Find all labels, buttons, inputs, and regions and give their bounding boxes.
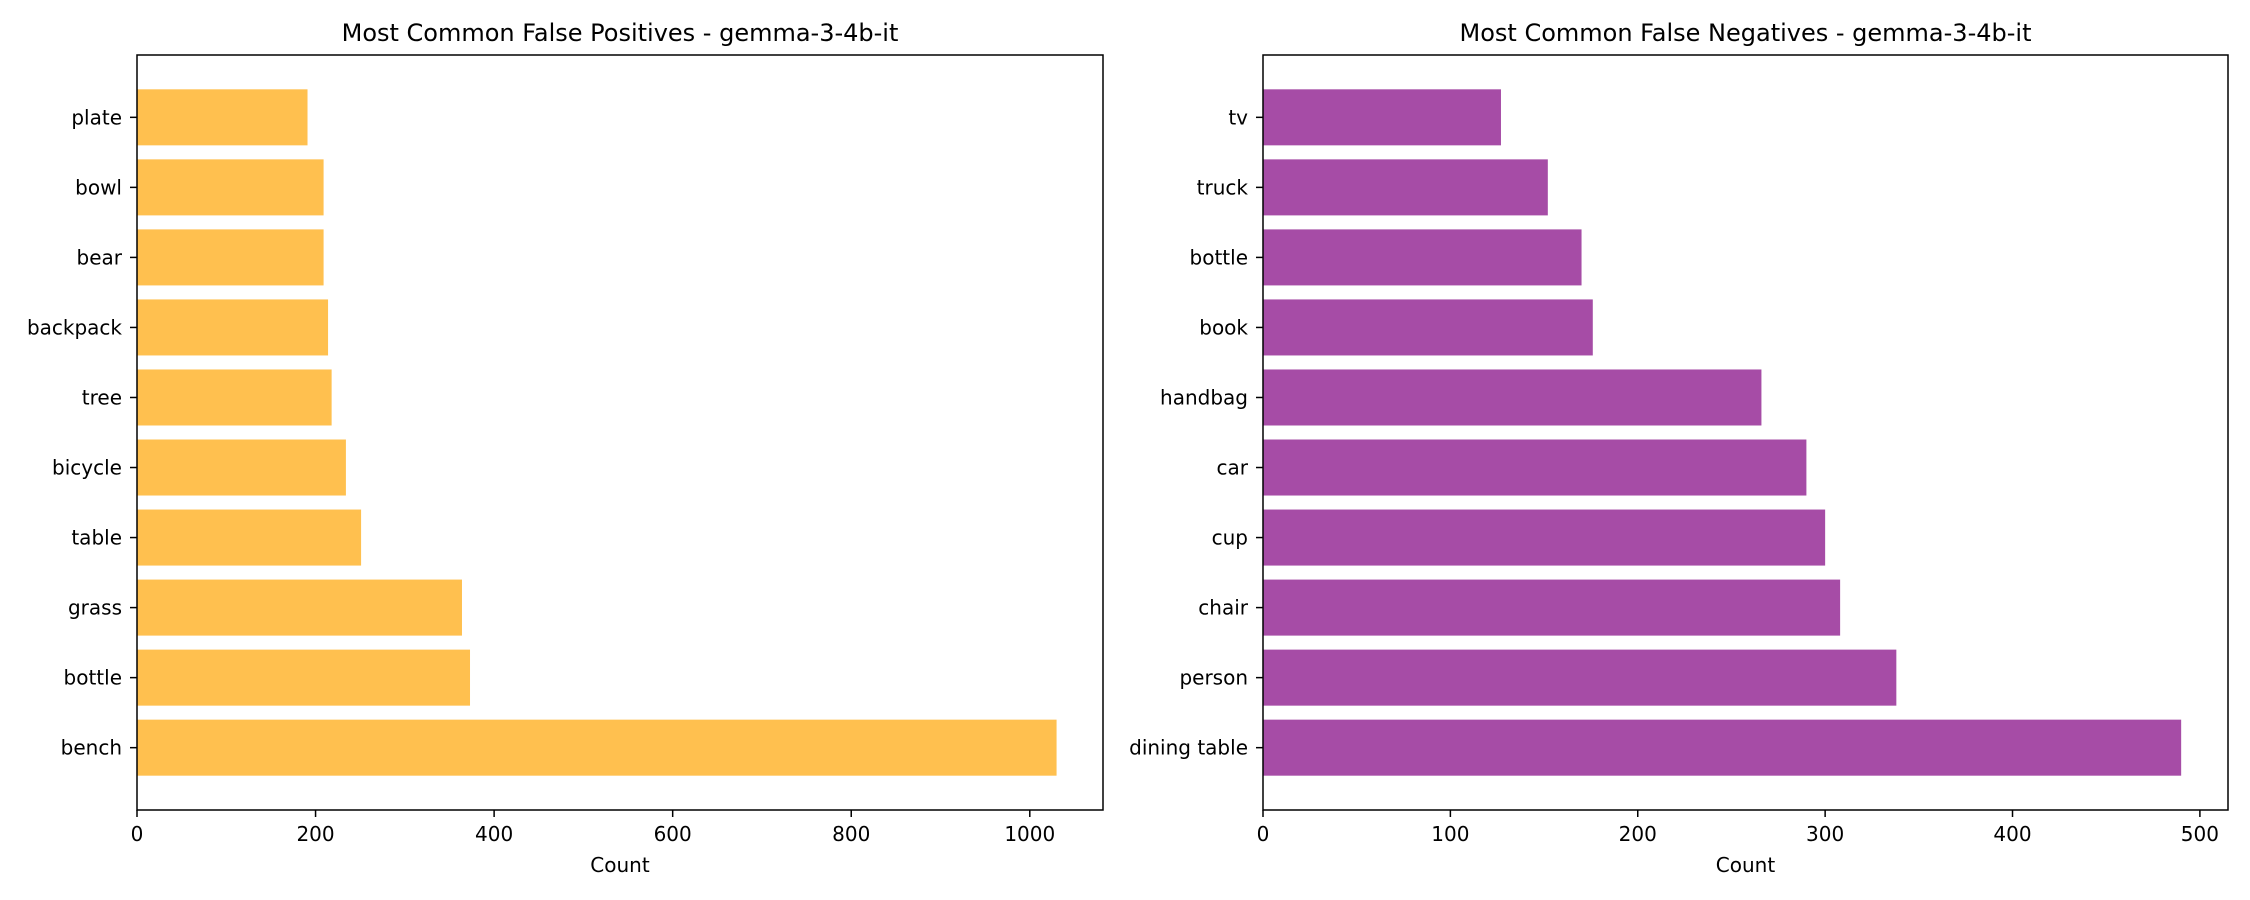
false-positives-ytick-label-bear: bear — [77, 245, 123, 269]
false-positives-ytick-label-bowl: bowl — [75, 175, 122, 199]
false-negatives-xtick-label-100: 100 — [1431, 822, 1469, 846]
false-positives-ytick-label-grass: grass — [68, 596, 122, 620]
false-positives-xtick-label-800: 800 — [832, 822, 870, 846]
false-negatives-bar-chair — [1263, 579, 1841, 636]
false-negatives-xaxis-label: Count — [1716, 853, 1776, 877]
false-negatives-xtick-label-200: 200 — [1619, 822, 1657, 846]
false-positives-chart: bench bottle grass table bicycle tree backpack… — [27, 19, 1104, 877]
false-negatives-xtick-label-300: 300 — [1806, 822, 1844, 846]
false-negatives-xtick-label-400: 400 — [1993, 822, 2031, 846]
false-negatives-title: Most Common False Negatives - gemma-3-4b… — [1460, 19, 2032, 47]
false-negatives-xtick-label-0: 0 — [1257, 822, 1270, 846]
false-negatives-bar-handbag — [1263, 369, 1762, 426]
false-negatives-bar-car — [1263, 439, 1807, 496]
false-negatives-bar-bottle — [1263, 229, 1582, 286]
false-positives-xtick-label-0: 0 — [131, 822, 144, 846]
false-positives-ytick-label-tree: tree — [82, 385, 122, 409]
false-negatives-ytick-label-person: person — [1179, 666, 1248, 690]
false-negatives-bar-person — [1263, 649, 1897, 706]
false-positives-ytick-label-bottle: bottle — [64, 666, 122, 690]
false-negatives-ytick-label-truck: truck — [1197, 175, 1249, 199]
false-negatives-bar-truck — [1263, 159, 1548, 216]
false-positives-ytick-label-table: table — [71, 526, 122, 550]
false-negatives-ytick-label-dining-table: dining table — [1129, 736, 1248, 760]
false-negatives-ytick-label-tv: tv — [1228, 105, 1248, 129]
false-negatives-bar-cup — [1263, 509, 1826, 566]
false-positives-xtick-label-1000: 1000 — [1004, 822, 1055, 846]
false-negatives-ytick-label-car: car — [1217, 456, 1249, 480]
false-negatives-bar-tv — [1263, 89, 1501, 146]
false-positives-ytick-label-bench: bench — [61, 736, 122, 760]
false-positives-xaxis-label: Count — [590, 853, 650, 877]
false-negatives-ytick-label-book: book — [1199, 315, 1248, 339]
false-negatives-bar-book — [1263, 299, 1593, 356]
false-positives-bar-tree — [137, 369, 332, 426]
false-positives-bar-bowl — [137, 159, 324, 216]
false-negatives-ytick-label-bottle: bottle — [1190, 245, 1248, 269]
false-positives-xtick-label-200: 200 — [296, 822, 334, 846]
false-positives-ytick-label-backpack: backpack — [27, 315, 122, 339]
false-positives-bar-bear — [137, 229, 324, 286]
false-positives-xtick-label-400: 400 — [475, 822, 513, 846]
false-positives-bar-grass — [137, 579, 462, 636]
false-negatives-xtick-label-500: 500 — [2181, 822, 2219, 846]
false-negatives-axes-frame — [1262, 54, 2229, 811]
false-positives-bar-plate — [137, 89, 308, 146]
false-positives-axes-frame — [136, 54, 1104, 811]
false-negatives-bar-dining-table — [1263, 719, 2182, 776]
false-negatives-ytick-label-handbag: handbag — [1160, 385, 1248, 409]
false-positives-bar-bottle — [137, 649, 471, 706]
false-negatives-ytick-label-cup: cup — [1212, 526, 1248, 550]
false-positives-bar-backpack — [137, 299, 329, 356]
false-positives-title: Most Common False Positives - gemma-3-4b… — [342, 19, 899, 47]
false-positives-xtick-label-600: 600 — [654, 822, 692, 846]
false-positives-bar-bench — [137, 719, 1057, 776]
false-positives-bar-bicycle — [137, 439, 346, 496]
false-positives-bar-table — [137, 509, 362, 566]
false-positives-ytick-label-bicycle: bicycle — [52, 456, 122, 480]
false-negatives-ytick-label-chair: chair — [1198, 596, 1248, 620]
false-positives-ytick-label-plate: plate — [71, 105, 122, 129]
false-negatives-chart: dining table person chair cup car handbag book… — [1129, 19, 2229, 877]
